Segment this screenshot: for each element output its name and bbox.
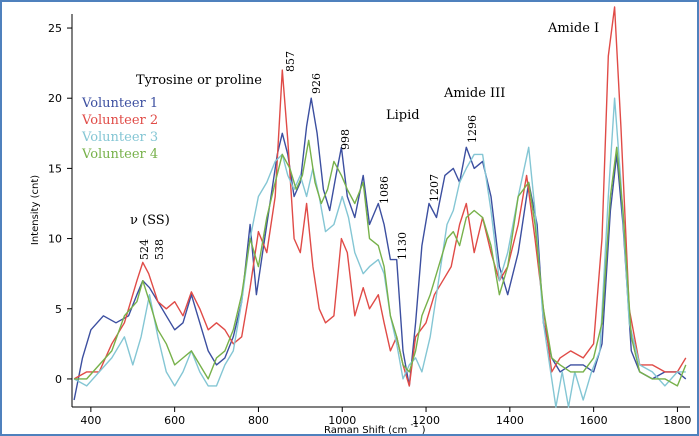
x-tick-label-400: 400 <box>80 414 101 427</box>
y-tick-label-15: 15 <box>48 162 62 175</box>
series-line-volunteer-2 <box>73 6 687 387</box>
x-tick-label-1600: 1600 <box>580 414 608 427</box>
x-tick-label-1000: 1000 <box>328 414 356 427</box>
x-tick-label-1200: 1200 <box>412 414 440 427</box>
x-tick-label-1400: 1400 <box>496 414 524 427</box>
y-tick-label-20: 20 <box>48 92 62 105</box>
x-axis-title: Raman Shift (cm -1 ) <box>324 419 426 434</box>
legend-entry-volunteer-4: Volunteer 4 <box>81 147 158 162</box>
peak-label-1207: 1207 <box>428 174 441 202</box>
peak-label-524: 524 <box>138 239 151 260</box>
legend-entry-volunteer-2: Volunteer 2 <box>81 113 158 128</box>
series-line-volunteer-4 <box>74 139 687 387</box>
y-tick-label-25: 25 <box>48 22 62 35</box>
y-tick-label-10: 10 <box>48 233 62 246</box>
peak-label-1130: 1130 <box>396 232 409 260</box>
legend-entry-volunteer-1: Volunteer 1 <box>81 96 158 111</box>
annotation-amide-iii: Amide III <box>443 86 505 101</box>
peak-label-1086: 1086 <box>378 176 391 204</box>
annotation-tyrosine-proline: Tyrosine or proline <box>136 73 262 88</box>
series-line-volunteer-1 <box>73 97 687 401</box>
y-axis-title: Intensity (cnt) <box>30 175 41 245</box>
peak-label-1296: 1296 <box>466 115 479 143</box>
x-ticks: 400 600 800 1000 1200 1400 1600 1800 <box>80 407 691 427</box>
y-ticks: 0 5 10 15 20 25 <box>48 22 72 386</box>
peak-label-926: 926 <box>310 73 323 94</box>
peak-label-538: 538 <box>153 239 166 260</box>
x-axis-title-suffix: ) <box>422 425 426 434</box>
y-tick-label-5: 5 <box>55 303 62 316</box>
y-tick-label-0: 0 <box>55 373 62 386</box>
annotation-lipid: Lipid <box>386 108 420 123</box>
peak-label-857: 857 <box>284 51 297 72</box>
peak-label-998: 998 <box>339 129 352 150</box>
legend-entry-volunteer-3: Volunteer 3 <box>81 130 158 145</box>
annotation-nu-ss: ν (SS) <box>130 213 170 228</box>
annotation-amide-i: Amide I <box>547 21 599 36</box>
series-line-volunteer-3 <box>73 97 686 408</box>
x-axis-title-superscript: -1 <box>410 420 418 429</box>
x-tick-label-1800: 1800 <box>663 414 691 427</box>
series-group <box>73 6 687 408</box>
x-tick-label-800: 800 <box>248 414 269 427</box>
legend: Volunteer 1 Volunteer 2 Volunteer 3 Volunte… <box>81 96 158 162</box>
x-tick-label-600: 600 <box>164 414 185 427</box>
x-axis-title-main: Raman Shift (cm <box>324 425 407 434</box>
